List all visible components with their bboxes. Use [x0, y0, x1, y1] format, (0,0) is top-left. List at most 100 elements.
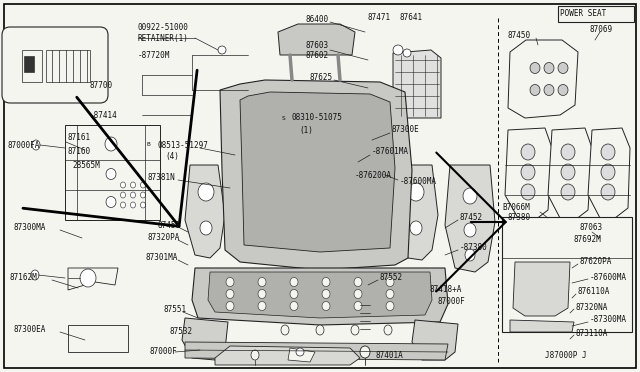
Ellipse shape [141, 202, 145, 208]
Ellipse shape [218, 46, 226, 54]
Text: 87552: 87552 [380, 273, 403, 282]
Bar [558, 6, 634, 22]
Bar [46, 50, 90, 82]
Ellipse shape [465, 249, 475, 261]
Text: 28565M: 28565M [72, 160, 100, 170]
Polygon shape [510, 320, 574, 332]
Ellipse shape [601, 164, 615, 180]
Text: 08310-51075: 08310-51075 [292, 113, 343, 122]
Ellipse shape [544, 84, 554, 96]
Text: 87602: 87602 [305, 51, 328, 60]
Bar [24, 56, 34, 72]
Ellipse shape [106, 169, 116, 180]
Ellipse shape [360, 346, 370, 358]
Ellipse shape [141, 192, 145, 198]
Ellipse shape [464, 223, 476, 237]
Ellipse shape [408, 183, 424, 201]
Ellipse shape [601, 144, 615, 160]
Ellipse shape [226, 301, 234, 311]
Text: S: S [281, 115, 285, 121]
Ellipse shape [31, 270, 39, 280]
Text: J87000P J: J87000P J [545, 350, 587, 359]
Ellipse shape [521, 184, 535, 200]
Ellipse shape [106, 196, 116, 208]
Text: 87625: 87625 [310, 74, 333, 83]
Text: 87320PA: 87320PA [148, 234, 180, 243]
Ellipse shape [226, 289, 234, 298]
Text: 87700: 87700 [90, 80, 113, 90]
Ellipse shape [354, 289, 362, 298]
Ellipse shape [558, 62, 568, 74]
Ellipse shape [105, 137, 117, 151]
Polygon shape [278, 24, 355, 55]
Ellipse shape [131, 182, 136, 188]
Text: 87320NA: 87320NA [576, 302, 609, 311]
Bar [502, 217, 632, 332]
Text: (1): (1) [299, 125, 313, 135]
Ellipse shape [322, 301, 330, 311]
Text: 87069: 87069 [590, 26, 613, 35]
Ellipse shape [131, 192, 136, 198]
Text: 87381N: 87381N [148, 173, 176, 183]
Text: -876200A: -876200A [355, 170, 392, 180]
Text: -87300MA: -87300MA [590, 315, 627, 324]
Text: 08513-51297: 08513-51297 [157, 141, 208, 150]
Ellipse shape [120, 202, 125, 208]
Polygon shape [185, 342, 448, 360]
Polygon shape [192, 268, 448, 325]
Polygon shape [393, 50, 441, 118]
Ellipse shape [200, 221, 212, 235]
Ellipse shape [561, 184, 575, 200]
Ellipse shape [558, 84, 568, 96]
Polygon shape [68, 325, 128, 352]
Ellipse shape [544, 62, 554, 74]
Text: POWER SEAT: POWER SEAT [560, 9, 606, 17]
Polygon shape [240, 92, 395, 252]
Text: B: B [146, 142, 150, 148]
Ellipse shape [601, 184, 615, 200]
Text: 87000FA: 87000FA [8, 141, 40, 150]
Text: 87301MA: 87301MA [145, 253, 177, 263]
Ellipse shape [384, 325, 392, 335]
Text: 86400: 86400 [305, 16, 328, 25]
Ellipse shape [561, 164, 575, 180]
Ellipse shape [296, 348, 304, 356]
Polygon shape [208, 272, 432, 318]
Text: 87300EA: 87300EA [14, 326, 46, 334]
Text: 87452: 87452 [460, 214, 483, 222]
Text: 87161: 87161 [68, 134, 91, 142]
Text: 87418+A: 87418+A [430, 285, 462, 295]
Text: 87532: 87532 [170, 327, 193, 337]
Ellipse shape [386, 278, 394, 286]
Text: -87600MA: -87600MA [590, 273, 627, 282]
Text: 87401A: 87401A [375, 350, 403, 359]
Text: 87603: 87603 [305, 41, 328, 49]
Polygon shape [412, 320, 458, 360]
Text: 87162M: 87162M [10, 273, 38, 282]
Ellipse shape [251, 350, 259, 360]
Text: 873110A: 873110A [576, 328, 609, 337]
Text: 87000F: 87000F [150, 347, 178, 356]
Text: -87720M: -87720M [138, 51, 170, 60]
Ellipse shape [322, 289, 330, 298]
Text: 87641: 87641 [400, 13, 423, 22]
Text: -87414: -87414 [90, 110, 118, 119]
Ellipse shape [521, 144, 535, 160]
Text: 87160: 87160 [68, 148, 91, 157]
Ellipse shape [120, 192, 125, 198]
Ellipse shape [463, 188, 477, 204]
Polygon shape [513, 262, 570, 316]
Text: 87450: 87450 [508, 32, 531, 41]
Ellipse shape [80, 269, 96, 287]
Bar [65, 125, 160, 220]
Ellipse shape [258, 289, 266, 298]
Ellipse shape [281, 325, 289, 335]
Text: 87300MA: 87300MA [14, 224, 46, 232]
Polygon shape [215, 346, 360, 365]
Polygon shape [548, 128, 592, 220]
Ellipse shape [530, 62, 540, 74]
Text: B7066M: B7066M [502, 203, 530, 212]
Text: (4): (4) [165, 153, 179, 161]
Ellipse shape [290, 289, 298, 298]
Ellipse shape [521, 164, 535, 180]
